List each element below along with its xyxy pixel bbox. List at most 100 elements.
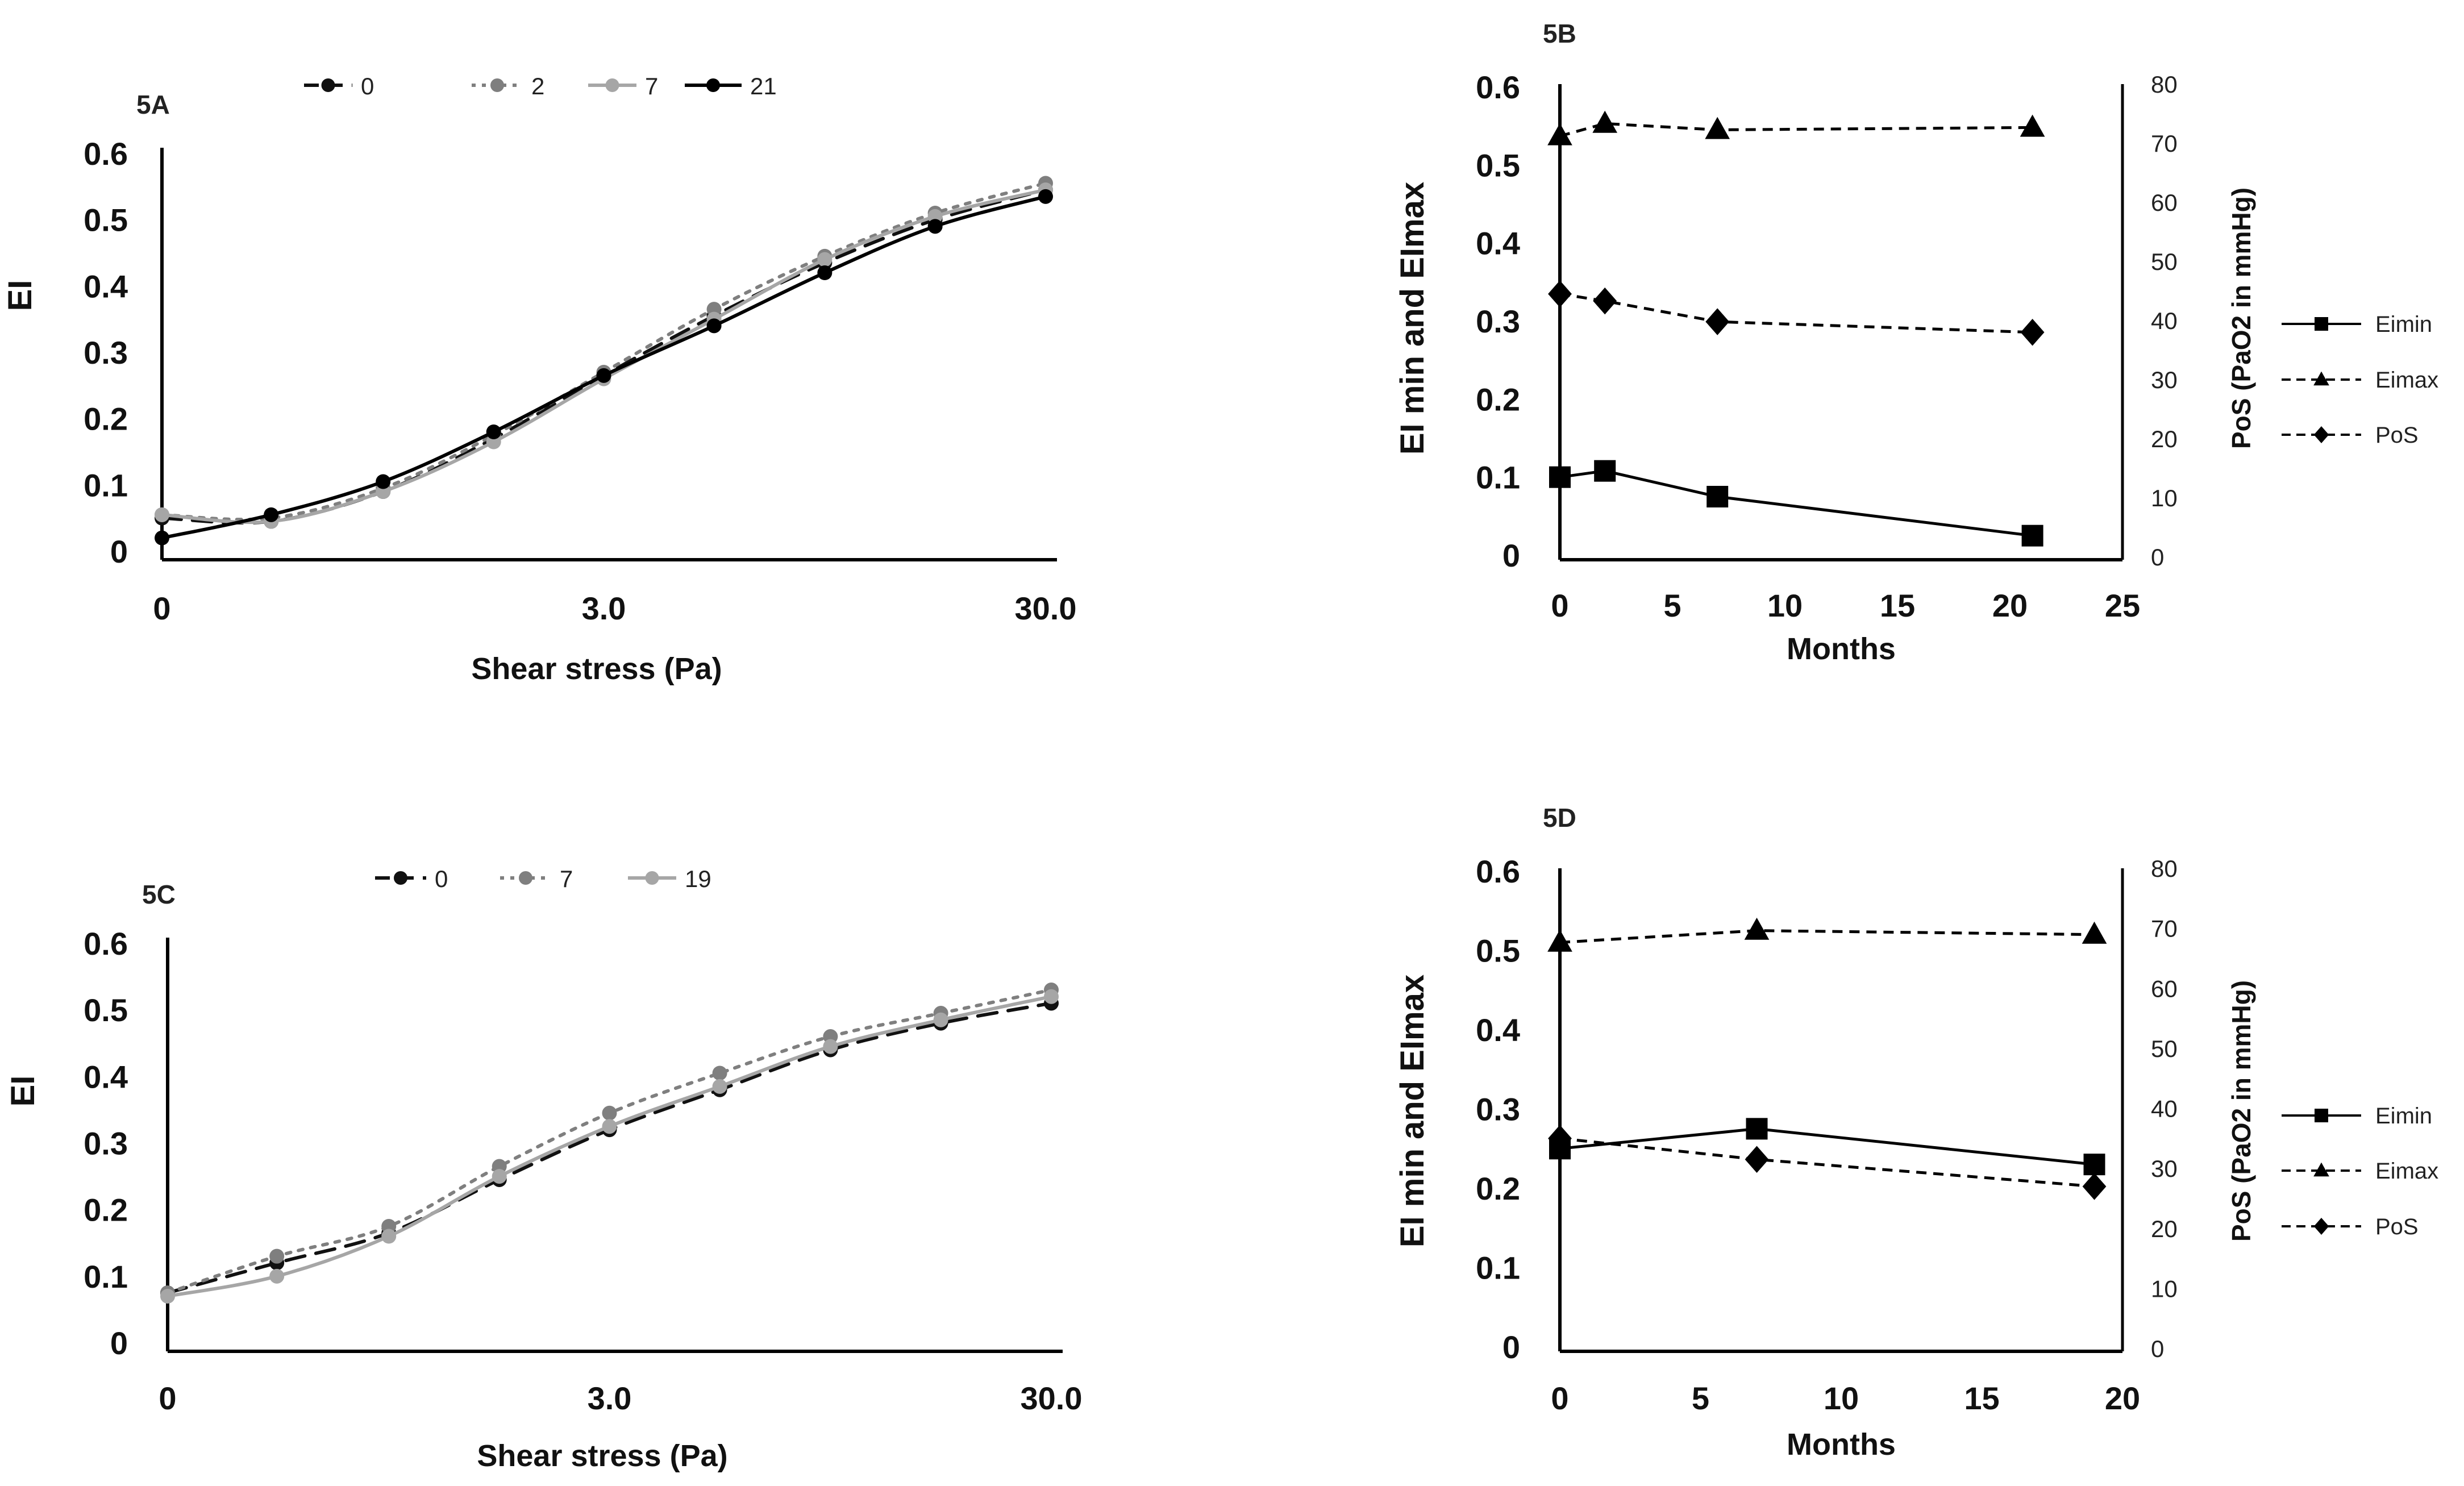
legend-label-Eimin: Eimin (2375, 1104, 2432, 1129)
y2-tick-label: 10 (2151, 1275, 2178, 1302)
y-tick-label: 0.3 (1476, 303, 1520, 339)
data-point-19-5 (712, 1079, 727, 1094)
data-point-19-8 (1044, 989, 1059, 1004)
y-tick-label: 0.4 (1476, 226, 1520, 261)
y2-tick-label: 80 (2151, 71, 2178, 98)
data-point-19-4 (602, 1119, 617, 1134)
panel-5b: 5B 0 0.1 0.2 0.3 0.4 0.5 0.6 EI min and EImax Mon… (1394, 19, 2438, 666)
y-tick-label: 0 (1502, 538, 1520, 573)
data-point-21-2 (376, 474, 391, 489)
data-point-7-6 (817, 252, 833, 267)
x-tick-label: 10 (1824, 1380, 1859, 1416)
y-tick-label: 0 (110, 534, 128, 569)
y-tick-label: 0.4 (84, 1059, 128, 1094)
x-tick-label: 0 (1551, 588, 1568, 623)
y-axis-title: EI (2, 280, 39, 311)
y-tick-label: 0.3 (1476, 1092, 1520, 1127)
y-tick-label: 0.2 (84, 1192, 128, 1228)
panel-5c: 5C 0 0.1 0.2 0.3 0.4 0.5 0.6 EI Shear stress (Pa)… (5, 865, 1083, 1473)
legend-label-0: 0 (435, 865, 448, 892)
y-tick-label: 0.6 (1476, 69, 1520, 105)
y-tick-label: 0.3 (84, 335, 128, 371)
data-point-7-0 (155, 507, 169, 522)
y-axis-title: EI min and EImax (1394, 182, 1431, 455)
legend-label-2: 2 (531, 73, 544, 99)
data-point-19-3 (492, 1169, 507, 1184)
data-point-PoS-1 (1745, 1146, 1769, 1173)
panel-title: 5C (142, 880, 176, 909)
y-tick-label: 0.5 (1476, 147, 1520, 183)
data-point-Eimin-2 (2083, 1154, 2105, 1176)
y-tick-label: 0 (1502, 1329, 1520, 1365)
panel-title: 5A (136, 90, 170, 119)
legend-marker-0 (321, 78, 335, 92)
data-point-PoS-1 (1593, 287, 1617, 315)
data-point-19-7 (933, 1012, 948, 1027)
y2-tick-label: 50 (2151, 248, 2178, 275)
data-point-Eimin-3 (2021, 525, 2043, 547)
data-point-21-0 (155, 530, 169, 546)
data-point-Eimax-1 (1744, 917, 1770, 940)
data-point-Eimin-1 (1746, 1118, 1768, 1140)
data-point-Eimax-0 (1547, 123, 1572, 145)
x-tick-label: 5 (1692, 1380, 1709, 1416)
y-tick-label: 0.1 (1476, 1250, 1520, 1286)
data-point-19-0 (160, 1288, 175, 1304)
y2-tick-label: 0 (2151, 544, 2164, 571)
y-axis-title: EI min and EImax (1394, 975, 1431, 1247)
x-tick-label: 30.0 (1021, 1380, 1083, 1416)
series-line-PoS (1559, 292, 2033, 334)
legend-marker-PoS (2313, 1218, 2329, 1235)
legend-marker-21 (706, 78, 720, 92)
legend-marker-7 (519, 871, 532, 885)
y2-tick-label: 20 (2151, 426, 2178, 452)
y2-tick-label: 0 (2151, 1335, 2164, 1362)
legend-marker-Eimax (2313, 1162, 2329, 1177)
x-axis-title: Months (1787, 632, 1896, 666)
x-tick-label: 10 (1767, 588, 1803, 623)
legend-marker-Eimin (2315, 1109, 2328, 1122)
series-line-Eimin (1559, 469, 2033, 538)
data-point-Eimin-2 (1707, 486, 1729, 507)
data-point-7-4 (602, 1105, 617, 1121)
data-point-19-1 (269, 1268, 285, 1284)
y-tick-label: 0.4 (1476, 1012, 1520, 1048)
data-point-21-5 (706, 318, 722, 334)
legend-label-19: 19 (685, 865, 711, 892)
data-point-21-3 (486, 424, 501, 439)
y-axis-title: EI (5, 1076, 41, 1107)
y-tick-label: 0.6 (84, 136, 128, 172)
data-point-21-6 (817, 265, 833, 280)
legend-label-PoS: PoS (2375, 423, 2419, 448)
x-tick-label: 15 (1964, 1380, 1999, 1416)
x-tick-label: 0 (159, 1380, 176, 1416)
y-tick-label: 0.5 (84, 992, 128, 1028)
y2-axis-title: PoS (PaO2 in mmHg) (2226, 188, 2256, 449)
x-tick-label: 30.0 (1015, 590, 1077, 626)
y-tick-label: 0.2 (1476, 1171, 1520, 1206)
legend-marker-7 (605, 78, 619, 92)
legend-marker-Eimin (2315, 317, 2328, 331)
y2-tick-label: 70 (2151, 915, 2178, 942)
data-point-PoS-3 (2020, 319, 2045, 346)
y2-tick-label: 60 (2151, 189, 2178, 216)
legend-marker-0 (394, 871, 407, 885)
y2-tick-label: 30 (2151, 367, 2178, 393)
x-axis-title: Months (1787, 1427, 1896, 1462)
legend-marker-19 (645, 871, 659, 885)
legend-label-Eimax: Eimax (2375, 1159, 2438, 1184)
data-point-Eimax-2 (2082, 921, 2107, 944)
data-point-PoS-0 (1548, 1125, 1572, 1152)
legend-marker-PoS (2313, 426, 2329, 443)
x-axis-title: Shear stress (Pa) (471, 652, 722, 686)
x-tick-label: 25 (2105, 588, 2140, 623)
legend-label-7: 7 (560, 865, 573, 892)
y2-tick-label: 20 (2151, 1216, 2178, 1242)
legend-label-PoS: PoS (2375, 1214, 2419, 1239)
data-point-Eimax-2 (1705, 116, 1730, 139)
y2-tick-label: 60 (2151, 975, 2178, 1002)
y-tick-label: 0.1 (84, 1259, 128, 1294)
data-point-21-8 (1038, 189, 1053, 204)
y-tick-label: 0.1 (1476, 460, 1520, 496)
